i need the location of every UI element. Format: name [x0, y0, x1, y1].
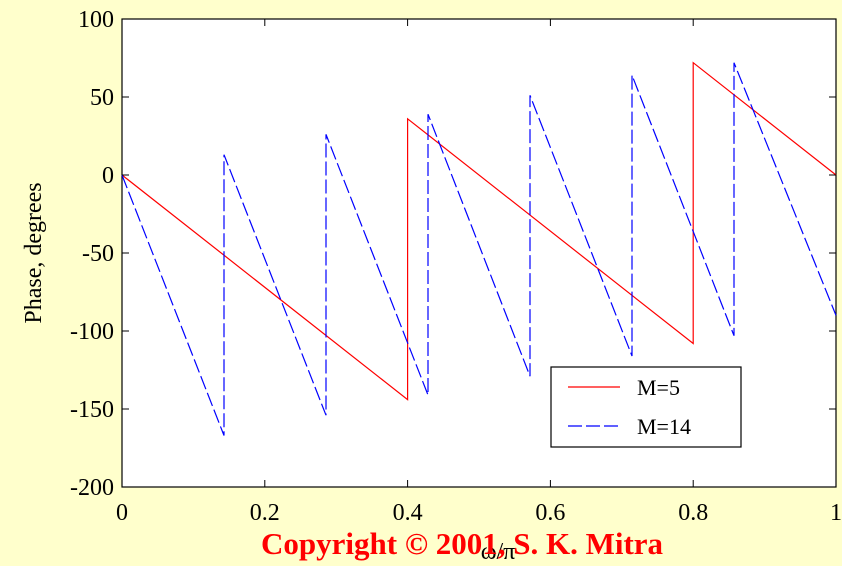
y-axis-label: Phase, degrees [21, 182, 47, 323]
y-tick-label: -50 [82, 241, 114, 267]
x-tick-label: 0.6 [535, 500, 565, 526]
y-tick-label: 50 [90, 85, 114, 111]
y-tick-label: 100 [78, 7, 114, 33]
x-tick-label: 0.8 [678, 500, 708, 526]
y-tick-label: -200 [70, 475, 114, 501]
legend-label-m14: M=14 [637, 414, 691, 439]
x-tick-label: 0.2 [250, 500, 280, 526]
y-tick-label: -100 [70, 319, 114, 345]
series-line-m14 [121, 62, 837, 436]
x-tick-label: 0 [116, 500, 128, 526]
x-tick-label: 0.4 [393, 500, 423, 526]
legend: M=5 M=14 [550, 366, 742, 448]
chart-marks [121, 61, 837, 436]
y-tick-label: -150 [70, 397, 114, 423]
legend-label-m5: M=5 [637, 375, 680, 400]
series-line-m5 [121, 61, 837, 401]
legend-box [550, 366, 742, 448]
copyright-text: Copyright © 2001, S. K. Mitra [261, 526, 664, 561]
x-tick-label: 1 [830, 500, 842, 526]
x-axis-label: ω/π [481, 539, 516, 565]
axis-ticks: 0 0.2 0.4 0.6 0.8 1 -200 -150 -100 -50 0 50 100 [70, 7, 842, 526]
y-tick-label: 0 [102, 163, 114, 189]
